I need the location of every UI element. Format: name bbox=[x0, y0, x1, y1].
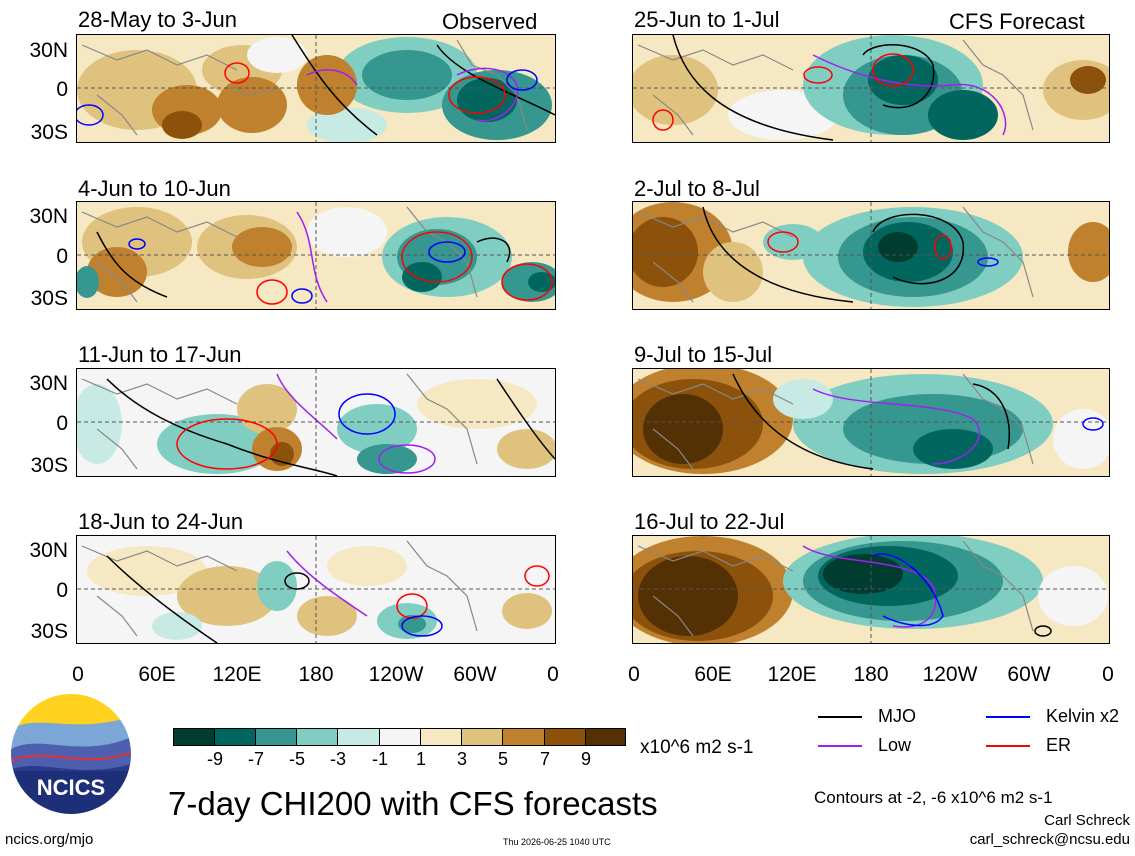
map-panel-obs-4 bbox=[76, 535, 556, 644]
colorbar-cell bbox=[297, 728, 338, 746]
colorbar-cell bbox=[173, 728, 215, 746]
colorbar-cell bbox=[462, 728, 503, 746]
lon-label-right-180: 180 bbox=[853, 663, 889, 686]
website-link[interactable]: ncics.org/mjo bbox=[5, 831, 94, 848]
lat-label-30s: 30S bbox=[30, 620, 68, 643]
map-panel-fcst-2 bbox=[632, 201, 1110, 310]
colorbar-label: 9 bbox=[580, 749, 592, 769]
legend-line-kelvin bbox=[986, 716, 1030, 718]
lon-label-right-120w: 120W bbox=[922, 663, 978, 686]
colorbar-label: 1 bbox=[415, 749, 427, 769]
map-field-fcst-2 bbox=[633, 202, 1109, 309]
colorbar-label: -3 bbox=[329, 749, 347, 769]
lon-label-left-60w: 60W bbox=[453, 663, 497, 686]
legend-line-mjo bbox=[818, 716, 862, 718]
timestamp: Thu 2026-06-25 1040 UTC bbox=[503, 837, 611, 847]
lon-label-left-0: 0 bbox=[72, 663, 84, 686]
lon-label-left-180: 180 bbox=[298, 663, 334, 686]
panel-title-fcst-3: 9-Jul to 15-Jul bbox=[634, 342, 773, 367]
panel-title-fcst-4: 16-Jul to 22-Jul bbox=[634, 509, 785, 534]
lat-label-30s: 30S bbox=[30, 121, 68, 144]
map-field-fcst-3 bbox=[633, 369, 1109, 476]
legend-line-low bbox=[818, 745, 862, 747]
legend-label-kelvin: Kelvin x2 bbox=[1046, 706, 1120, 726]
map-panel-obs-2 bbox=[76, 201, 556, 310]
main-title: 7-day CHI200 with CFS forecasts bbox=[168, 785, 658, 822]
map-panel-fcst-1 bbox=[632, 34, 1110, 143]
map-field-obs-4 bbox=[77, 536, 555, 643]
observed-label: Observed bbox=[442, 9, 538, 34]
colorbar-cell bbox=[256, 728, 297, 746]
colorbar-cell bbox=[215, 728, 256, 746]
forecast-label: CFS Forecast bbox=[949, 9, 1085, 34]
legend-line-er bbox=[986, 745, 1030, 747]
author-email[interactable]: carl_schreck@ncsu.edu bbox=[969, 831, 1130, 848]
lon-label-right-0b: 0 bbox=[1102, 663, 1114, 686]
colorbar-cell bbox=[586, 728, 626, 746]
panel-title-fcst-2: 2-Jul to 8-Jul bbox=[634, 176, 760, 201]
colorbar-cell bbox=[545, 728, 586, 746]
map-field-fcst-1 bbox=[633, 35, 1109, 142]
map-field-obs-3 bbox=[77, 369, 555, 476]
colorbar-label: -9 bbox=[206, 749, 224, 769]
lon-label-left-120e: 120E bbox=[212, 663, 262, 686]
lat-label-0: 0 bbox=[56, 245, 68, 268]
lat-label-0: 0 bbox=[56, 412, 68, 435]
logo-text: NCICS bbox=[37, 775, 105, 800]
colorbar-units: x10^6 m2 s-1 bbox=[640, 737, 754, 758]
map-panel-obs-1 bbox=[76, 34, 556, 143]
lon-label-right-60w: 60W bbox=[1007, 663, 1051, 686]
colorbar-cell bbox=[338, 728, 380, 746]
colorbar-cell bbox=[421, 728, 462, 746]
colorbar-label: 7 bbox=[539, 749, 551, 769]
lat-label-30n: 30N bbox=[29, 372, 68, 395]
map-panel-fcst-3 bbox=[632, 368, 1110, 477]
colorbar-cell bbox=[503, 728, 545, 746]
lat-label-30n: 30N bbox=[29, 539, 68, 562]
lon-label-right-120e: 120E bbox=[767, 663, 817, 686]
lat-label-30s: 30S bbox=[30, 454, 68, 477]
legend-label-er: ER bbox=[1046, 735, 1072, 755]
panel-title-obs-1: 28-May to 3-Jun bbox=[78, 7, 237, 32]
legend-label-low: Low bbox=[878, 735, 912, 755]
panel-title-obs-2: 4-Jun to 10-Jun bbox=[78, 176, 231, 201]
panel-title-fcst-1: 25-Jun to 1-Jul bbox=[634, 7, 780, 32]
colorbar-label: -1 bbox=[371, 749, 389, 769]
panel-title-obs-4: 18-Jun to 24-Jun bbox=[78, 509, 244, 534]
lon-label-left-120w: 120W bbox=[368, 663, 424, 686]
map-field-fcst-4 bbox=[633, 536, 1109, 643]
lat-label-30n: 30N bbox=[29, 39, 68, 62]
lon-label-right-60e: 60E bbox=[694, 663, 732, 686]
legend-label-mjo: MJO bbox=[878, 706, 916, 726]
lat-label-0: 0 bbox=[56, 579, 68, 602]
map-panel-fcst-4 bbox=[632, 535, 1110, 644]
lat-label-0: 0 bbox=[56, 78, 68, 101]
lat-label-30n: 30N bbox=[29, 205, 68, 228]
colorbar-label: 3 bbox=[456, 749, 468, 769]
lon-label-left-0b: 0 bbox=[547, 663, 559, 686]
author-name: Carl Schreck bbox=[1044, 812, 1130, 829]
ncics-logo: NCICS bbox=[8, 691, 134, 817]
colorbar-cell bbox=[380, 728, 421, 746]
panel-title-obs-3: 11-Jun to 17-Jun bbox=[78, 342, 242, 367]
map-field-obs-2 bbox=[77, 202, 555, 309]
map-field-obs-1 bbox=[77, 35, 555, 142]
lat-label-30s: 30S bbox=[30, 287, 68, 310]
lon-label-left-60e: 60E bbox=[138, 663, 176, 686]
map-panel-obs-3 bbox=[76, 368, 556, 477]
colorbar-label: -5 bbox=[288, 749, 306, 769]
lon-label-right-0: 0 bbox=[628, 663, 640, 686]
contours-note: Contours at -2, -6 x10^6 m2 s-1 bbox=[814, 788, 1053, 807]
colorbar-label: 5 bbox=[497, 749, 509, 769]
colorbar-label: -7 bbox=[247, 749, 265, 769]
